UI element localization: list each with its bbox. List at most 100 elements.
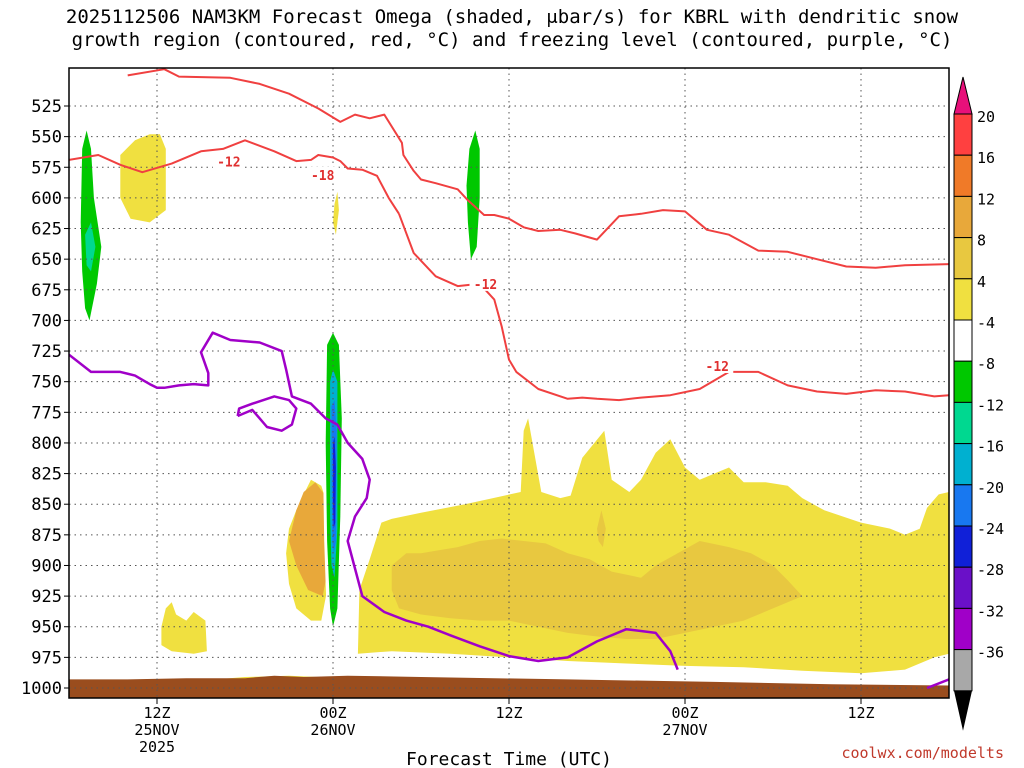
contour-line — [127, 68, 949, 269]
chart-title-line-2: growth region (contoured, red, °C) and f… — [71, 29, 953, 51]
colorbar-swatch — [953, 566, 973, 609]
colorbar-label: -8 — [977, 355, 995, 373]
shade-positive-upper-left — [120, 134, 166, 223]
shade-positive-8-small — [597, 510, 606, 548]
x-tick-label: 00Z — [319, 704, 346, 722]
y-tick-label: 550 — [31, 128, 62, 148]
colorbar-label: -16 — [977, 438, 1004, 456]
shade-positive-thin — [333, 191, 339, 235]
colorbar-label: -12 — [977, 396, 1004, 414]
colorbar-swatch — [953, 607, 973, 651]
colorbar-swatch — [953, 525, 973, 568]
x-tick-label: 00Z — [671, 704, 698, 722]
y-tick-label: 925 — [31, 587, 62, 607]
omega-shading — [69, 68, 949, 698]
y-tick-label: 850 — [31, 495, 62, 515]
contour-label: -12 — [217, 155, 240, 170]
colorbar-bottom-arrow — [954, 690, 972, 731]
colorbar-swatch — [953, 443, 973, 486]
shade-positive-lower-left — [161, 602, 207, 654]
y-tick-label: 600 — [31, 189, 62, 209]
chart-title-line-1: 2025112506 NAM3KM Forecast Omega (shaded… — [65, 6, 959, 28]
colorbar-swatch — [953, 195, 973, 239]
x-tick-label: 2025 — [139, 738, 175, 756]
y-tick-label: 800 — [31, 434, 62, 454]
y-tick-label: 750 — [31, 373, 62, 393]
y-tick-label: 525 — [31, 97, 62, 117]
shade-negative-12-left — [85, 222, 96, 272]
colorbar-swatch — [953, 319, 973, 362]
colorbar-swatch — [953, 154, 973, 197]
colorbar-label: 20 — [977, 108, 995, 126]
contour-label-bg — [701, 357, 734, 373]
colorbar-label: -4 — [977, 314, 995, 332]
y-axis: 525 550 575 600 625 650 675 700 725 750 775 800 825 8… — [21, 97, 69, 699]
contour-label-bg — [306, 166, 339, 182]
contour-label: -12 — [706, 360, 729, 375]
source-credit: coolwx.com/modelts — [841, 744, 1004, 762]
y-tick-label: 650 — [31, 250, 62, 270]
y-tick-label: 725 — [31, 342, 62, 362]
y-tick-label: 975 — [31, 648, 62, 668]
colorbar-swatch — [953, 113, 973, 156]
shade-positive-8-main — [391, 538, 803, 639]
shade-negative-small — [399, 228, 414, 358]
shade-negative-8-main — [466, 130, 480, 260]
y-tick-label: 950 — [31, 618, 62, 638]
contour-label-bg — [212, 153, 245, 169]
contour-label: -12 — [474, 278, 497, 293]
colorbar-label: 16 — [977, 149, 995, 167]
y-tick-label: 675 — [31, 281, 62, 301]
shade-negative-left-fleck — [101, 412, 109, 450]
x-axis-label: Forecast Time (UTC) — [406, 749, 612, 768]
x-tick-label: 12Z — [143, 704, 170, 722]
colorbar-label: 8 — [977, 232, 986, 250]
shade-negative-24-spike — [333, 436, 336, 529]
x-tick-label: 25NOV — [134, 721, 179, 739]
contour-line — [69, 139, 400, 215]
contour-line — [69, 331, 679, 671]
y-tick-label: 775 — [31, 403, 62, 423]
shade-negative-main — [443, 68, 514, 431]
contour-line — [236, 395, 298, 432]
colorbar-swatch — [953, 649, 973, 692]
contour-labels: -12 -18 -12 -12 — [212, 153, 734, 375]
contours — [69, 68, 949, 690]
contour-label-bg — [469, 275, 502, 291]
y-tick-label: 1000 — [21, 679, 62, 699]
terrain — [69, 675, 949, 698]
x-tick-label: 27NOV — [662, 721, 707, 739]
x-tick-label: 26NOV — [310, 721, 355, 739]
y-tick-label: 575 — [31, 158, 62, 178]
colorbar-label: -32 — [977, 602, 1004, 620]
colorbar-swatch — [953, 401, 973, 445]
y-tick-label: 825 — [31, 465, 62, 485]
y-tick-label: 900 — [31, 556, 62, 576]
shade-negative-top — [538, 68, 553, 100]
contour-label: -18 — [311, 169, 335, 184]
colorbar: 20 16 12 8 4 -4 -8 -12 -16 -20 -24 -28 -32 -36 — [953, 76, 1004, 731]
colorbar-swatch — [953, 278, 973, 321]
y-tick-label: 700 — [31, 311, 62, 331]
colorbar-label: -20 — [977, 479, 1004, 497]
colorbar-swatch — [953, 360, 973, 403]
x-tick-label: 12Z — [495, 704, 522, 722]
contour-line — [926, 678, 949, 690]
colorbar-label: 4 — [977, 273, 986, 291]
y-tick-label: 625 — [31, 220, 62, 240]
colorbar-label: -36 — [977, 644, 1004, 662]
colorbar-label: -28 — [977, 561, 1004, 579]
shade-negative-main-shoulder — [511, 142, 531, 247]
y-tick-label: 875 — [31, 526, 62, 546]
shade-negative-right — [655, 112, 680, 235]
colorbar-top-arrow — [953, 76, 973, 115]
colorbar-label: 12 — [977, 190, 995, 208]
colorbar-label: -24 — [977, 520, 1004, 538]
colorbar-swatch — [953, 237, 973, 280]
colorbar-swatch — [953, 484, 973, 527]
x-tick-label: 12Z — [847, 704, 874, 722]
shade-positive-12 — [289, 482, 329, 597]
grid — [69, 68, 949, 698]
